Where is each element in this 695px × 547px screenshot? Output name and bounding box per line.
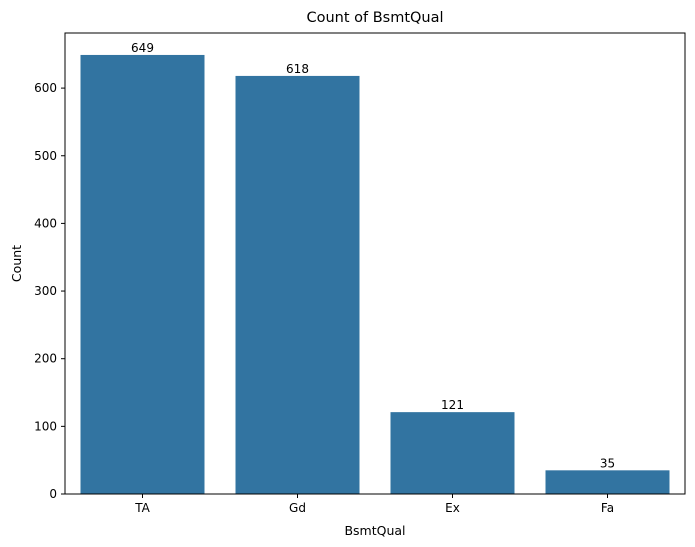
- x-tick-label-fa: Fa: [601, 501, 614, 515]
- y-axis: 0 100 200 300 400 500 600: [34, 81, 65, 501]
- y-tick-label: 200: [34, 352, 57, 366]
- data-label-fa: 35: [600, 456, 615, 470]
- bar-gd: [235, 75, 360, 495]
- y-tick-label: 500: [34, 149, 57, 163]
- x-tick-label-ex: Ex: [445, 501, 460, 515]
- bar-fa: [545, 470, 670, 494]
- y-axis-label: Count: [9, 245, 24, 282]
- data-label-ex: 121: [441, 398, 464, 412]
- y-tick-label: 300: [34, 284, 57, 298]
- chart-title: Count of BsmtQual: [306, 10, 443, 26]
- y-tick-label: 0: [49, 487, 57, 501]
- y-tick-label: 100: [34, 419, 57, 433]
- bars-group: [80, 54, 670, 495]
- x-tick-label-ta: TA: [134, 501, 150, 515]
- x-tick-label-gd: Gd: [289, 501, 306, 515]
- x-axis-label: BsmtQual: [344, 523, 405, 538]
- bar-ta: [80, 54, 205, 494]
- plot-frame: [64, 32, 686, 495]
- y-tick-label: 600: [34, 81, 57, 95]
- data-label-gd: 618: [286, 62, 309, 76]
- data-label-ta: 649: [131, 41, 154, 55]
- x-axis: TA Gd Ex Fa: [134, 494, 614, 515]
- data-labels-group: 649 618 121 35: [131, 41, 615, 470]
- bar-ex: [390, 412, 515, 494]
- y-tick-label: 400: [34, 216, 57, 230]
